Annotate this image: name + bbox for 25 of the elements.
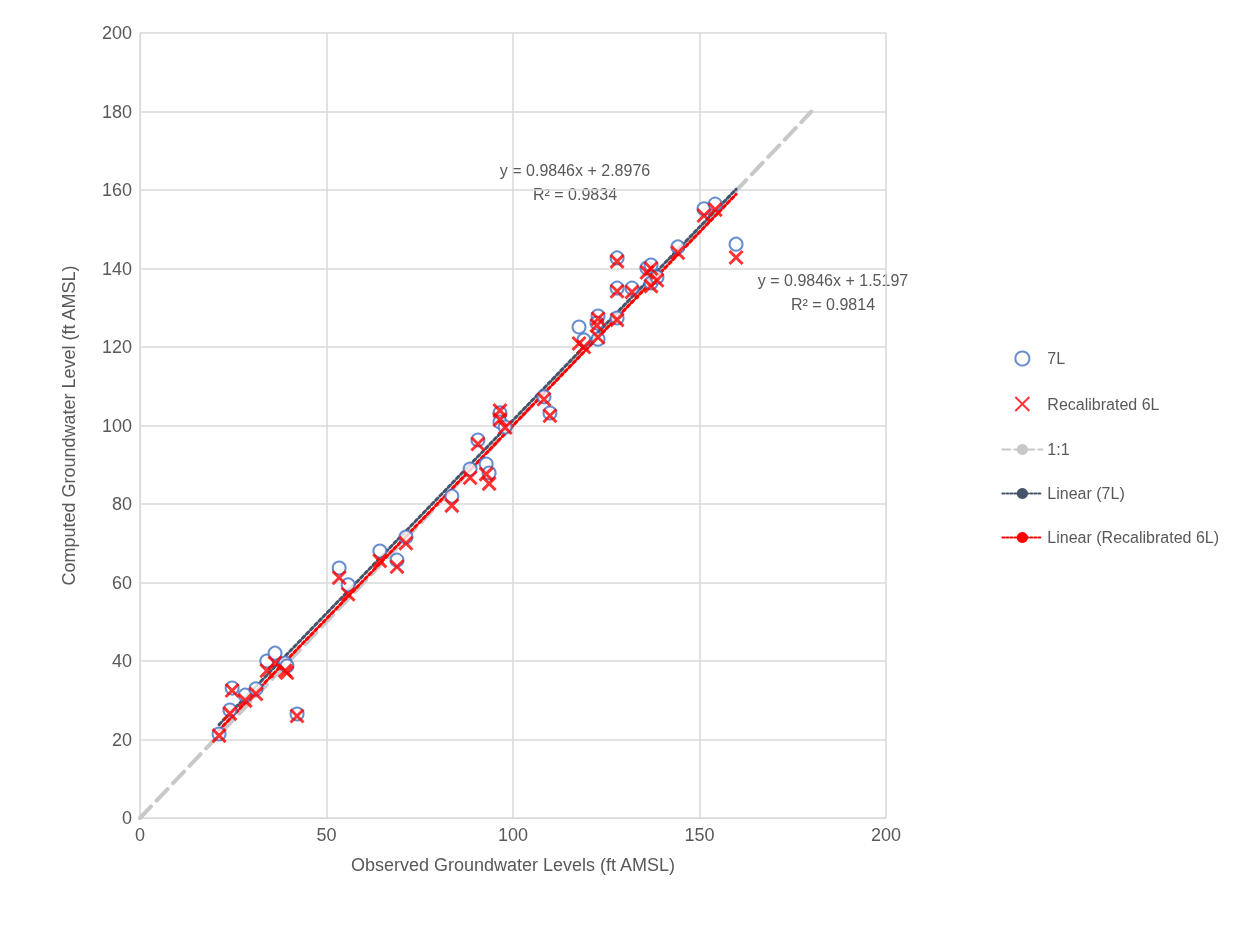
y-tick-label: 0 <box>121 808 132 828</box>
y-tick-label: 80 <box>111 494 132 514</box>
y-tick-label: 20 <box>111 729 132 750</box>
y-tick-label: 100 <box>101 415 132 436</box>
y-axis-title: Computed Groundwater Level (ft AMSL) <box>59 265 79 586</box>
x-axis-title: Observed Groundwater Levels (ft AMSL) <box>350 855 676 875</box>
legend-label: Recalibrated 6L <box>1047 395 1160 413</box>
y-tick-label: 60 <box>111 572 132 593</box>
legend-label: Linear (7L) <box>1047 485 1125 502</box>
y-tick-label: 140 <box>101 258 132 279</box>
legend-label: 7L <box>1047 350 1066 367</box>
x-tick-label: 150 <box>684 825 715 845</box>
legend-label: 1:1 <box>1047 441 1070 458</box>
y-tick-label: 120 <box>101 337 132 357</box>
legend-label: Linear (Recalibrated 6L) <box>1047 529 1220 546</box>
y-tick-label: 160 <box>101 180 132 200</box>
annotation: y = 0.9846x + 2.8976 R² = 0.9834 <box>499 161 651 203</box>
x-tick-label: 100 <box>497 825 529 845</box>
annotation: y = 0.9846x + 1.5197 R² = 0.9814 <box>757 271 909 313</box>
x-tick-label: 50 <box>316 825 337 845</box>
x-tick-label: 0 <box>134 825 146 845</box>
y-tick-label: 180 <box>101 101 132 122</box>
x-tick-label: 200 <box>870 825 902 845</box>
y-tick-label: 40 <box>111 651 132 671</box>
y-tick-label: 200 <box>101 23 132 43</box>
